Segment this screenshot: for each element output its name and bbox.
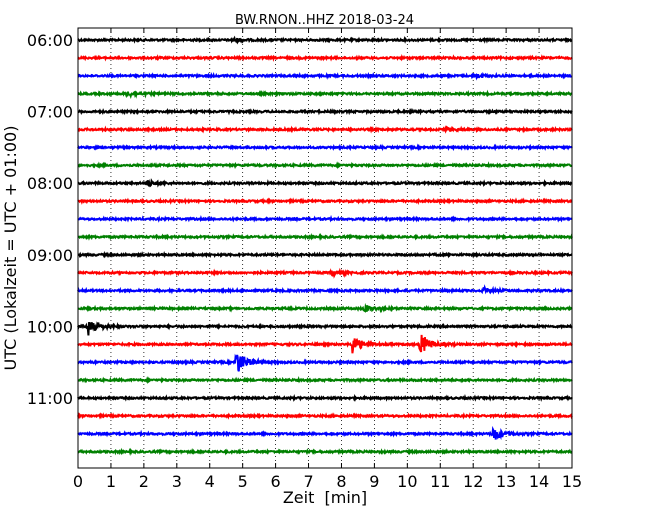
x-tick-label: 15 (562, 472, 582, 491)
plot-frame (77, 27, 573, 469)
x-tick-label: 14 (529, 472, 549, 491)
y-tick-label: 08:00 (27, 174, 73, 193)
seismogram-trace (77, 214, 573, 223)
seismogram-trace (77, 107, 573, 116)
x-tick-label: 1 (106, 472, 116, 491)
seismogram-traces (77, 34, 573, 457)
seismogram-trace (77, 321, 573, 336)
seismogram-trace (77, 143, 573, 152)
x-tick-label: 4 (205, 472, 215, 491)
plot-area (78, 28, 572, 468)
y-tick-label: 10:00 (27, 317, 73, 336)
seismogram-trace (77, 161, 573, 170)
seismogram-trace (77, 353, 573, 372)
x-tick-label: 6 (271, 472, 281, 491)
axis-ticks: 0 1 2 3 4 5 6 7 8 9 10 11 12 13 14 1506:0007:0008:0009:… (27, 28, 582, 491)
seismogram-trace (77, 197, 573, 205)
seismogram-trace (77, 425, 573, 441)
chart-title: BW.RNON..HHZ 2018-03-24 (235, 13, 414, 28)
seismogram-trace (77, 89, 573, 100)
x-tick-label: 13 (496, 472, 516, 491)
x-tick-label: 10 (397, 472, 417, 491)
seismogram-trace (77, 284, 573, 295)
x-tick-label: 7 (303, 472, 313, 491)
seismogram-trace (77, 393, 573, 402)
seismogram-trace (77, 71, 573, 81)
seismogram-trace (77, 250, 573, 259)
y-tick-label: 11:00 (27, 389, 73, 408)
x-tick-label: 12 (463, 472, 483, 491)
y-tick-label: 09:00 (27, 246, 73, 265)
seismogram-trace (77, 267, 573, 279)
seismogram-trace (77, 334, 573, 354)
x-tick-label: 11 (430, 472, 450, 491)
grid-lines (110, 28, 540, 468)
seismogram-trace (77, 302, 573, 314)
x-tick-label: 5 (238, 472, 248, 491)
y-tick-label: 07:00 (27, 103, 73, 122)
x-tick-label: 0 (73, 472, 83, 491)
seismogram-trace (77, 54, 573, 62)
x-tick-label: 8 (336, 472, 346, 491)
x-tick-label: 2 (139, 472, 149, 491)
seismogram-trace (77, 376, 573, 385)
x-tick-label: 9 (369, 472, 379, 491)
seismogram-trace (77, 447, 573, 457)
y-axis-label: UTC (Lokalzeit = UTC + 01:00) (1, 126, 20, 371)
seismogram-trace (77, 411, 573, 420)
x-axis-label: Zeit [min] (283, 488, 367, 507)
seismogram-trace (77, 178, 573, 188)
x-tick-label: 3 (172, 472, 182, 491)
seismogram-trace (77, 34, 573, 45)
seismogram-trace (77, 232, 573, 242)
y-tick-label: 06:00 (27, 31, 73, 50)
seismogram-trace (77, 125, 573, 134)
